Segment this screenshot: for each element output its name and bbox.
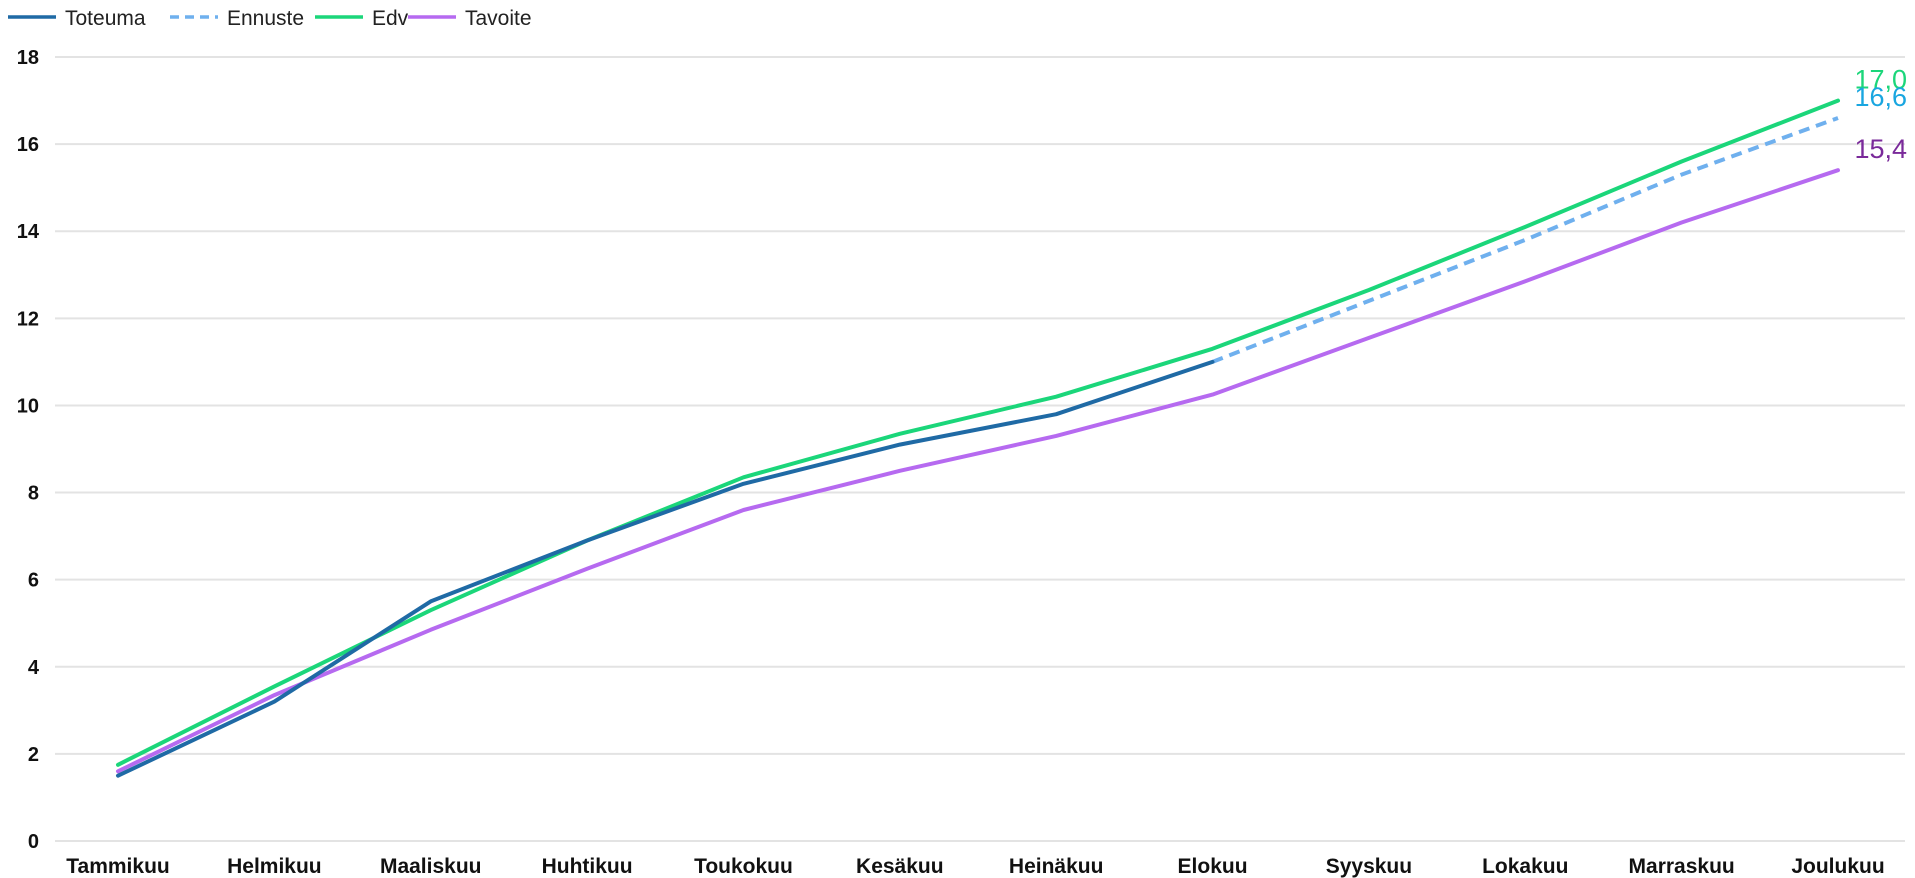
legend: Toteuma Ennuste Edv Tavoite [8, 7, 532, 30]
x-tick-label: Kesäkuu [856, 855, 944, 878]
legend-label: Tavoite [465, 7, 532, 30]
legend-label: Edv [372, 7, 409, 30]
legend-label: Toteuma [65, 7, 146, 30]
x-tick-label: Tammikuu [66, 855, 169, 878]
x-tick-label: Joulukuu [1791, 855, 1884, 878]
x-tick-label: Marraskuu [1629, 855, 1735, 878]
x-tick-label: Syyskuu [1326, 855, 1412, 878]
gridlines [55, 56, 1905, 842]
legend-item-edv: Edv [315, 7, 409, 30]
legend-label: Ennuste [227, 7, 304, 30]
x-tick-label: Maaliskuu [380, 855, 482, 878]
x-tick-label: Helmikuu [227, 855, 322, 878]
x-tick-label: Huhtikuu [542, 855, 633, 878]
legend-item-tavoite: Tavoite [408, 7, 532, 30]
legend-item-ennuste: Ennuste [170, 7, 304, 30]
x-tick-label: Heinäkuu [1009, 855, 1104, 878]
legend-item-toteuma: Toteuma [8, 7, 146, 30]
x-tick-label: Toukokuu [694, 855, 793, 878]
y-tick-label: 12 [17, 308, 39, 330]
y-tick-label: 0 [28, 831, 39, 853]
y-axis-ticks: 0 2 4 6 8 10 12 14 16 18 [17, 47, 40, 853]
series-line-tavoite [116, 168, 1840, 774]
y-tick-label: 16 [17, 134, 39, 156]
y-tick-label: 6 [28, 570, 39, 592]
data-label: 17,0 [1854, 65, 1907, 95]
series-line-ennuste [1211, 116, 1839, 364]
end-labels: 17,016,6 15,4 [1854, 65, 1907, 165]
y-tick-label: 2 [28, 744, 39, 766]
series-line-toteuma [116, 359, 1215, 778]
y-tick-label: 10 [17, 395, 39, 417]
data-label: 16,6 [1854, 82, 1907, 112]
x-tick-label: Elokuu [1178, 855, 1248, 878]
data-label: 15,4 [1854, 134, 1907, 164]
y-tick-label: 8 [28, 483, 39, 505]
series-line-edv [116, 98, 1840, 767]
x-tick-label: Lokakuu [1482, 855, 1568, 878]
y-tick-label: 18 [17, 47, 39, 69]
x-axis-ticks: Tammikuu Helmikuu Maaliskuu Huhtikuu Toukoku… [66, 855, 1884, 878]
y-tick-label: 14 [17, 221, 40, 243]
series-lines [116, 98, 1840, 778]
y-tick-label: 4 [28, 657, 40, 679]
